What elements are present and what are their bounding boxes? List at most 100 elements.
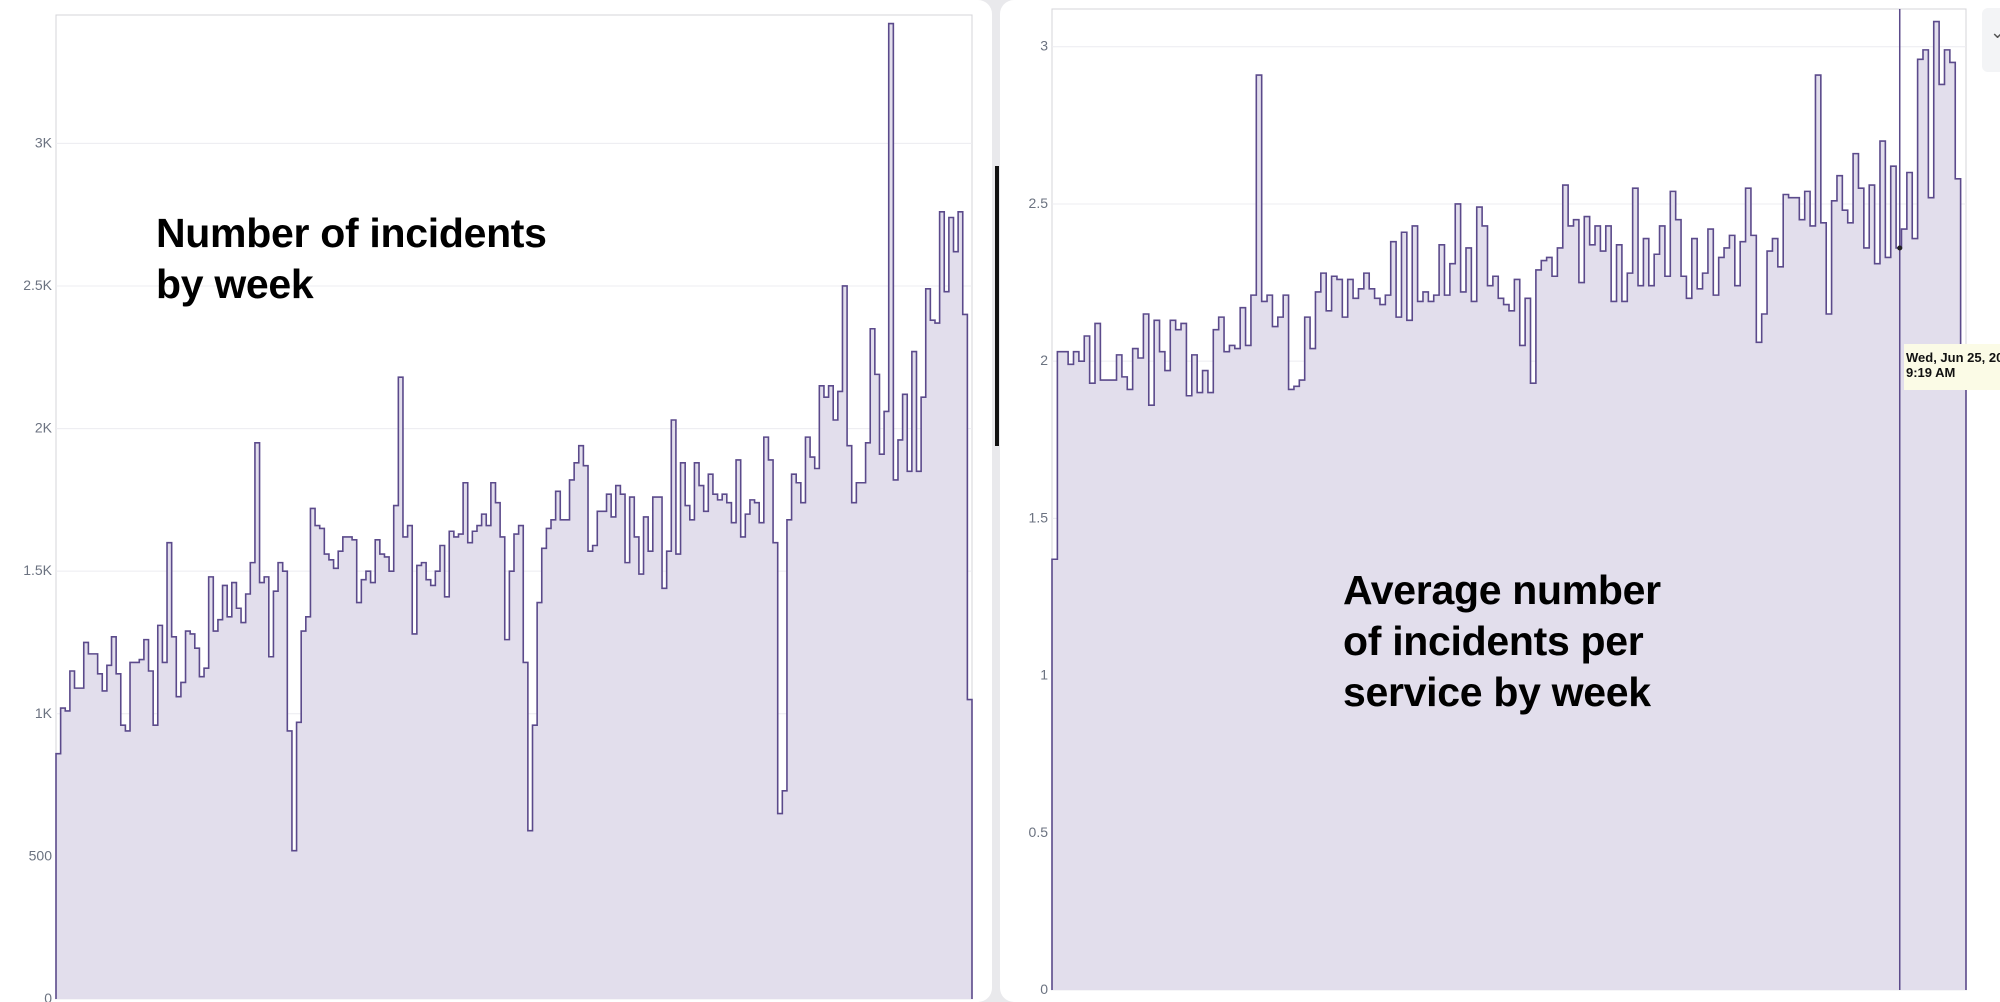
step-bar bbox=[671, 420, 677, 1000]
step-bar bbox=[1095, 323, 1101, 990]
step-bar bbox=[948, 217, 954, 1000]
step-bar bbox=[1955, 178, 1962, 991]
step-bar bbox=[578, 445, 584, 1000]
step-bar bbox=[1100, 380, 1107, 990]
step-bar bbox=[1299, 380, 1306, 990]
step-bar bbox=[1159, 351, 1166, 990]
step-bar bbox=[231, 582, 237, 999]
step-bar bbox=[389, 571, 395, 999]
step-bar bbox=[352, 539, 358, 999]
step-bar bbox=[638, 574, 644, 999]
step-bar bbox=[416, 565, 422, 999]
step-bar bbox=[916, 471, 922, 999]
step-bar bbox=[1310, 348, 1316, 991]
step-bar bbox=[185, 631, 191, 999]
step-bar bbox=[1390, 241, 1397, 990]
step-bar bbox=[467, 542, 473, 999]
step-bar bbox=[907, 471, 913, 999]
step-bar bbox=[1944, 49, 1951, 990]
step-bar bbox=[782, 790, 788, 999]
step-bar bbox=[860, 482, 866, 999]
step-bar bbox=[1127, 389, 1134, 991]
step-bar bbox=[1476, 207, 1483, 990]
step-bar bbox=[879, 454, 885, 1000]
step-bar bbox=[1073, 351, 1080, 990]
step-bar bbox=[712, 494, 718, 999]
step-bar bbox=[1799, 219, 1806, 991]
step-bar bbox=[1412, 225, 1418, 991]
step-bar bbox=[486, 525, 492, 999]
step-bar bbox=[1116, 354, 1123, 991]
step-bar bbox=[1261, 301, 1268, 990]
step-bar bbox=[167, 542, 173, 999]
step-bar bbox=[342, 536, 348, 999]
step-bar bbox=[1256, 75, 1263, 990]
step-bar bbox=[541, 548, 547, 999]
step-bar bbox=[1444, 295, 1451, 990]
step-bar bbox=[1202, 370, 1209, 990]
step-bar bbox=[1568, 225, 1574, 991]
step-bar bbox=[1347, 279, 1354, 991]
step-bar bbox=[153, 725, 159, 999]
step-bar bbox=[694, 462, 700, 1000]
step-bar bbox=[851, 502, 857, 999]
step-bar bbox=[1154, 320, 1160, 991]
incidents-by-week-chart[interactable]: 0 500 1K 1.5K 2K 2.5K 3K bbox=[0, 0, 992, 1002]
step-bar bbox=[1363, 273, 1370, 991]
step-bar bbox=[1632, 188, 1639, 990]
y-tick-label: 0 bbox=[44, 990, 52, 1002]
step-bar bbox=[1578, 282, 1585, 990]
step-bar bbox=[171, 636, 177, 999]
step-bar bbox=[884, 411, 890, 1000]
step-bar bbox=[1164, 370, 1171, 990]
avg-incidents-per-service-chart[interactable]: 0 0.5 1 1.5 2 2.5 3 bbox=[1000, 0, 2000, 1002]
step-bar bbox=[1933, 21, 1940, 991]
step-bar bbox=[967, 699, 973, 999]
step-bar bbox=[1681, 276, 1687, 990]
step-bar bbox=[162, 662, 168, 999]
step-bar bbox=[315, 525, 321, 999]
step-bar bbox=[1267, 295, 1273, 990]
step-bar bbox=[1611, 301, 1617, 990]
step-bar bbox=[83, 642, 89, 999]
step-bar bbox=[1831, 200, 1838, 990]
step-bar bbox=[421, 562, 427, 999]
step-bar bbox=[588, 551, 594, 999]
step-bar bbox=[1890, 166, 1897, 990]
step-bar bbox=[583, 465, 589, 1000]
step-bar bbox=[1740, 241, 1746, 990]
step-bar bbox=[301, 631, 307, 999]
step-bar bbox=[1218, 317, 1225, 990]
step-bar bbox=[615, 485, 621, 999]
step-bar bbox=[874, 374, 880, 999]
step-bar bbox=[722, 494, 728, 999]
step-bar bbox=[60, 708, 66, 999]
step-bar bbox=[1820, 222, 1827, 991]
step-bar bbox=[291, 850, 297, 999]
step-bar bbox=[106, 665, 112, 999]
step-bar bbox=[1788, 197, 1795, 991]
step-bar bbox=[805, 437, 811, 1000]
step-bar bbox=[1718, 257, 1725, 990]
step-bar bbox=[796, 482, 802, 999]
step-bar bbox=[1557, 247, 1564, 990]
step-bar bbox=[1584, 216, 1591, 990]
step-bar bbox=[1627, 273, 1634, 991]
step-bar bbox=[1858, 188, 1865, 990]
panel-resize-handle[interactable] bbox=[995, 166, 999, 446]
step-bar bbox=[1331, 276, 1338, 990]
step-bar bbox=[338, 551, 344, 999]
left-chart-panel: 0 500 1K 1.5K 2K 2.5K 3K Number of incidents b… bbox=[0, 0, 992, 1002]
step-bar bbox=[749, 499, 755, 999]
step-bar bbox=[620, 494, 626, 999]
step-bar bbox=[1498, 298, 1505, 990]
menu-button[interactable]: ⌄ bbox=[1982, 8, 2000, 72]
series-line bbox=[55, 22, 973, 999]
y-tick-label: 0.5 bbox=[1029, 824, 1049, 840]
y-tick-label: 3 bbox=[1040, 38, 1048, 54]
step-bar bbox=[74, 688, 80, 999]
step-bar bbox=[1530, 383, 1537, 990]
step-bar bbox=[1589, 244, 1596, 990]
title-line: of incidents per bbox=[1343, 618, 1644, 664]
hover-point bbox=[1897, 245, 1903, 251]
